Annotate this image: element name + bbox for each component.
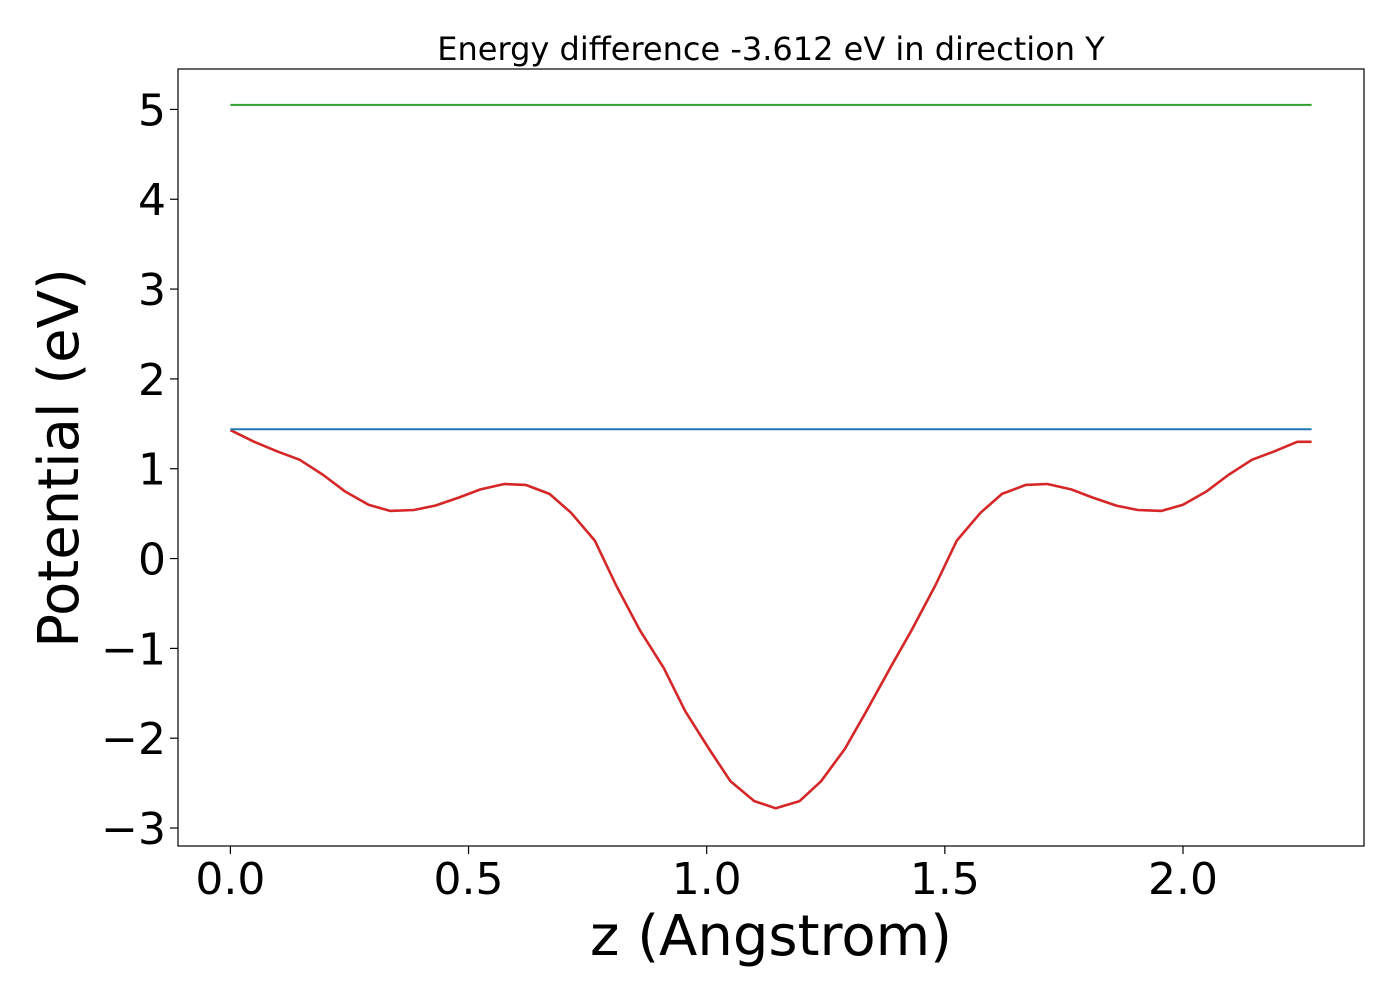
y-tick-label: −1: [101, 624, 166, 675]
y-tick-label: −2: [101, 714, 166, 765]
chart-title: Energy difference -3.612 eV in direction…: [437, 30, 1105, 68]
x-tick-label: 0.5: [434, 854, 504, 905]
y-tick-label: 1: [138, 445, 166, 496]
x-axis-label: z (Angstrom): [590, 904, 952, 969]
y-tick-label: 4: [138, 175, 166, 226]
x-ticks: 0.0 0.5 1.0 1.5 2.0: [195, 846, 1218, 905]
x-tick-label: 0.0: [195, 854, 265, 905]
y-tick-label: −3: [101, 804, 166, 855]
y-ticks: −3 −2 −1 0 1 2 3 4 5: [101, 85, 178, 855]
series-layer: [229, 103, 1312, 810]
series-line-0: [229, 428, 1312, 810]
y-tick-label: 0: [138, 535, 166, 586]
y-tick-label: 5: [138, 85, 166, 136]
x-tick-label: 1.0: [672, 854, 742, 905]
y-axis-label: Potential (eV): [27, 268, 92, 648]
y-tick-label: 3: [138, 265, 166, 316]
x-tick-label: 2.0: [1148, 854, 1218, 905]
y-tick-label: 2: [138, 355, 166, 406]
plot-frame: [177, 68, 1365, 847]
x-tick-label: 1.5: [910, 854, 980, 905]
